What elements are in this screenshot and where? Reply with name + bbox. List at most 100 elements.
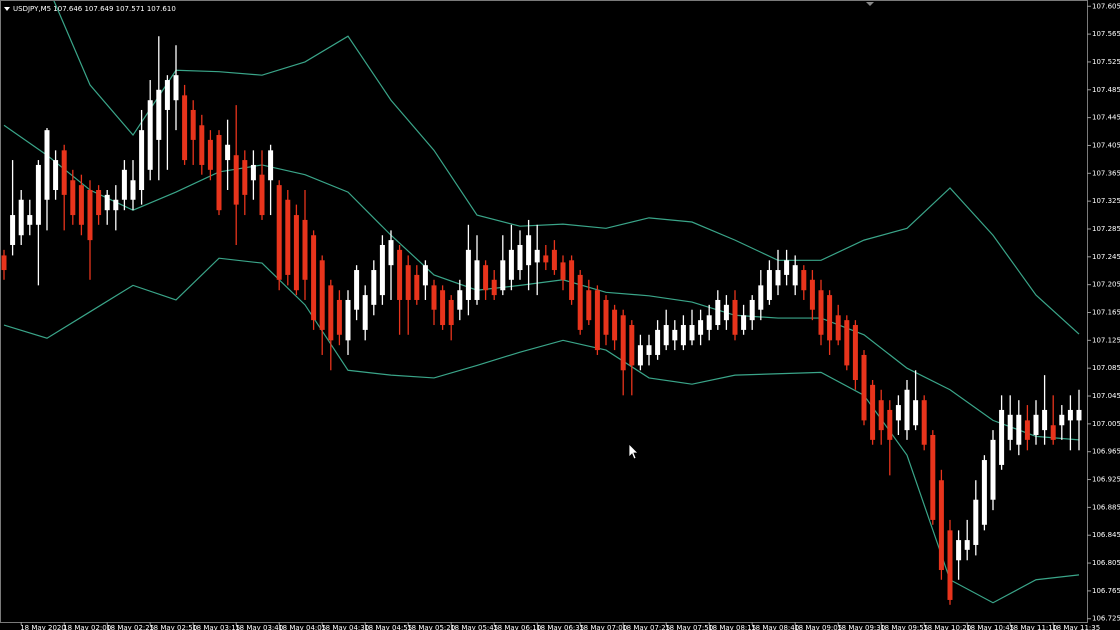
candle-body: [500, 260, 506, 291]
x-tick-label: 18 May 05:20: [407, 624, 455, 630]
candle-body: [732, 299, 738, 335]
candle-body: [121, 169, 127, 200]
candle-body: [388, 240, 394, 266]
candle-body: [560, 262, 566, 280]
candle-body: [990, 439, 996, 500]
candle-body: [508, 249, 514, 280]
y-tick-label: 107.605: [1092, 2, 1120, 10]
y-tick-label: 107.125: [1092, 336, 1120, 344]
candle-body: [964, 540, 970, 550]
candle-body: [491, 279, 497, 296]
candle-body: [706, 315, 712, 330]
candle-body: [947, 530, 953, 600]
y-tick-label: 106.725: [1092, 615, 1120, 623]
shift-marker: [866, 2, 874, 6]
candle-body: [551, 249, 557, 271]
candle-body: [414, 274, 420, 300]
candle-body: [741, 315, 747, 330]
candle-body: [61, 150, 67, 195]
candle-body: [336, 299, 342, 335]
x-tick-label: 18 May 05:45: [450, 624, 498, 630]
candle-body: [715, 299, 721, 326]
candle-body: [276, 185, 282, 280]
candle-body: [474, 260, 480, 300]
candle-body: [1016, 414, 1022, 445]
candle-body: [852, 325, 858, 381]
candle-body: [973, 499, 979, 545]
y-tick-label: 107.485: [1092, 86, 1120, 94]
candle-body: [612, 309, 618, 341]
candle-body: [70, 180, 76, 216]
candle-body: [543, 255, 549, 263]
candle-body: [147, 100, 153, 170]
candle-body: [328, 285, 334, 341]
band-upper: [53, 1, 1080, 335]
y-tick-label: 106.845: [1092, 531, 1120, 539]
x-tick-label: 18 May 04:05: [278, 624, 326, 630]
candle-body: [569, 260, 575, 300]
candle-body: [749, 299, 755, 321]
candle-body: [956, 540, 962, 561]
candle-body: [311, 235, 317, 321]
x-tick-label: 18 May 04:55: [364, 624, 412, 630]
candle-body: [457, 290, 463, 310]
candle-body: [870, 384, 876, 440]
candle-body: [784, 260, 790, 275]
x-tick-label: 18 May 07:25: [622, 624, 670, 630]
candle-body: [603, 299, 609, 335]
candle-body: [10, 215, 16, 245]
candle-body: [930, 434, 936, 520]
candle-body: [182, 95, 188, 161]
candle-body: [895, 405, 901, 421]
candle-body: [431, 285, 437, 310]
candle-body: [345, 299, 351, 341]
candle-body: [792, 265, 798, 286]
y-tick-label: 107.285: [1092, 225, 1120, 233]
candle-body: [620, 315, 626, 371]
y-tick-label: 107.445: [1092, 114, 1120, 122]
y-tick-label: 107.525: [1092, 58, 1120, 66]
candle-body: [844, 320, 850, 366]
candle-body: [1042, 409, 1048, 431]
candle-body: [586, 290, 592, 321]
x-tick-label: 18 May 06:35: [536, 624, 584, 630]
candle-body: [672, 329, 678, 341]
candle-body: [233, 155, 239, 205]
candle-body: [293, 215, 299, 291]
candle-body: [199, 125, 205, 165]
candles: [1, 36, 1082, 605]
y-tick-label: 106.765: [1092, 587, 1120, 595]
candle-body: [173, 75, 179, 101]
candle-body: [526, 235, 532, 266]
plot-frame: [0, 0, 1088, 623]
candle-body: [1050, 425, 1056, 440]
candle-body: [104, 194, 110, 211]
candle-body: [921, 400, 927, 445]
candle-body: [207, 139, 213, 170]
x-tick-label: 18 May 09:05: [794, 624, 842, 630]
candle-body: [1067, 409, 1073, 421]
y-tick-label: 107.245: [1092, 253, 1120, 261]
y-tick-label: 106.965: [1092, 448, 1120, 456]
candle-body: [1033, 414, 1039, 435]
x-tick-label: 18 May 02:00: [63, 624, 111, 630]
candle-body: [405, 265, 411, 300]
candle-body: [379, 244, 385, 296]
x-tick-label: 18 May 03:40: [235, 624, 283, 630]
candle-body: [723, 304, 729, 321]
x-tick-label: 18 May 06:10: [493, 624, 541, 630]
band-middle: [3, 124, 1080, 441]
candle-body: [878, 400, 884, 431]
y-tick-label: 107.165: [1092, 309, 1120, 317]
candle-body: [1076, 409, 1082, 421]
candle-body: [130, 180, 136, 200]
symbol-menu-arrow[interactable]: [4, 7, 10, 11]
x-tick-label: 18 May 10:45: [966, 624, 1014, 630]
candle-body: [242, 160, 248, 195]
candle-body: [680, 325, 686, 346]
candle-body: [981, 460, 987, 525]
candle-body: [190, 109, 196, 140]
candle-body: [354, 270, 360, 310]
candle-body: [18, 199, 24, 236]
